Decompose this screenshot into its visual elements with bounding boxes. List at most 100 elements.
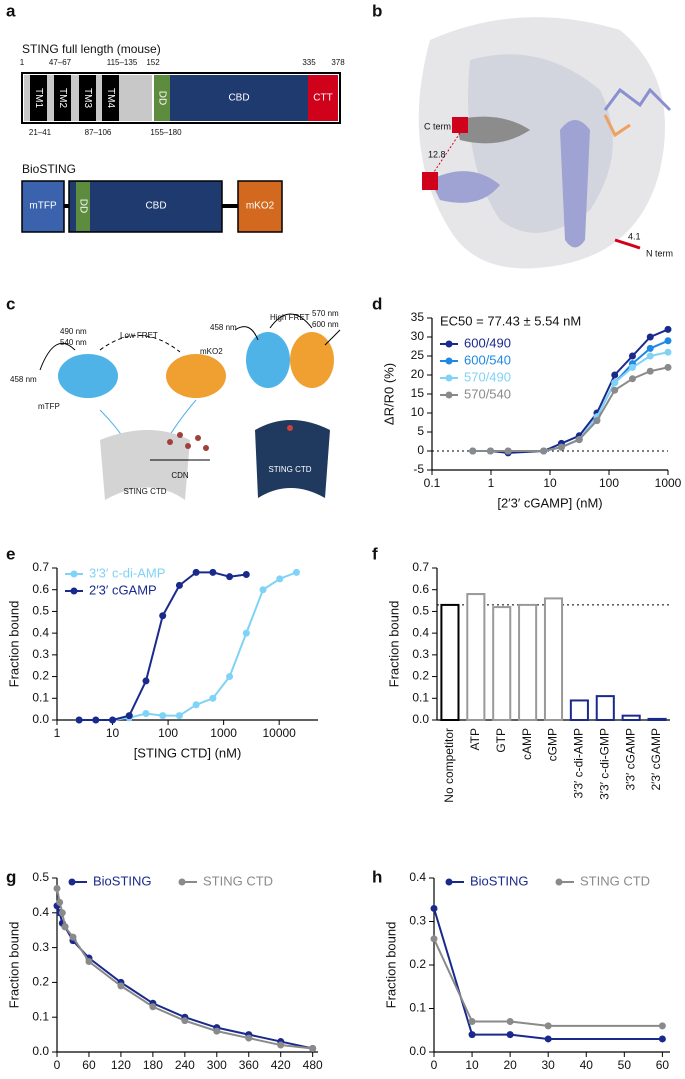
ctd-shape: [255, 420, 330, 498]
y-tick-label: 0.4: [32, 905, 49, 919]
x-tick-label: 240: [175, 1058, 195, 1072]
x-tick-label: 60: [82, 1058, 96, 1072]
data-point: [504, 447, 512, 455]
cbd-box: [170, 75, 308, 121]
data-point: [575, 436, 583, 444]
arrow: [39, 342, 76, 371]
y-tick-label: 0: [417, 443, 424, 457]
x-tick-label: 180: [143, 1058, 163, 1072]
x-tick-label: 3′3′ cGAMP: [623, 728, 637, 791]
domain-label: TM4: [105, 88, 116, 108]
bar: [621, 714, 641, 722]
data-point: [276, 575, 284, 583]
y-axis-label: Fraction bound: [6, 922, 21, 1009]
data-point: [468, 1031, 476, 1039]
bar: [595, 695, 615, 721]
domain-diagram: STING full length (mouse) TM1 TM2 TM3 TM…: [20, 42, 345, 233]
y-tick-label: 0.1: [32, 690, 49, 704]
data-point: [468, 1018, 476, 1026]
data-point: [658, 1022, 666, 1030]
residue-number: 378: [331, 58, 345, 67]
data-point: [226, 673, 234, 681]
schematic-label: mTFP: [38, 402, 60, 411]
data-point: [75, 716, 83, 724]
bar: [440, 603, 460, 722]
mtfp-box: [21, 180, 65, 233]
data-point: [56, 898, 64, 906]
schematic-label: 458 nm: [10, 375, 37, 384]
x-tick-label: 120: [111, 1058, 131, 1072]
panel-label: e: [6, 544, 15, 563]
residue-number: 115–135: [107, 58, 138, 67]
n-term-marker: [614, 238, 641, 250]
y-tick-label: 0.0: [412, 712, 429, 726]
y-tick-label: 0.0: [409, 1044, 426, 1058]
y-tick-label: 0.3: [412, 647, 429, 661]
data-point: [628, 375, 636, 383]
x-tick-label: cGMP: [546, 728, 560, 761]
x-tick-label: 20: [503, 1058, 517, 1072]
domain-label: TM2: [57, 88, 68, 108]
dd-box: [154, 75, 170, 121]
data-point: [159, 612, 167, 620]
cdn-dot: [177, 432, 183, 438]
y-tick-label: 0.7: [412, 560, 429, 574]
y-tick-label: 5: [417, 424, 424, 438]
cdn-dot: [287, 425, 293, 431]
data-point: [58, 909, 66, 917]
structure-label: C term: [424, 121, 451, 131]
y-tick-label: 15: [411, 386, 425, 400]
data-point: [69, 933, 77, 941]
y-tick-label: 0.5: [32, 604, 49, 618]
data-point: [506, 1031, 514, 1039]
y-tick-label: 0.4: [412, 625, 429, 639]
data-point: [469, 447, 477, 455]
data-point: [646, 367, 654, 375]
legend-marker: [178, 878, 186, 886]
c-term-marker: [452, 117, 468, 133]
domain-label: DD: [156, 91, 167, 105]
data-point: [142, 677, 150, 685]
mtfp-barrel: [246, 332, 290, 388]
bar: [492, 606, 512, 721]
residue-number: 87–106: [85, 128, 112, 137]
ctt-box: [308, 75, 338, 121]
y-tick-label: 0.5: [412, 604, 429, 618]
ctd-shape: [100, 430, 190, 500]
schematic-label: STING CTD: [123, 487, 166, 496]
x-tick-label: 40: [580, 1058, 594, 1072]
data-point: [646, 333, 654, 341]
x-tick-label: 60: [656, 1058, 670, 1072]
data-point: [159, 712, 167, 720]
data-point: [175, 581, 183, 589]
x-tick-label: 10: [106, 726, 120, 740]
residue-number: 152: [146, 58, 160, 67]
legend-label: BioSTING: [93, 873, 152, 888]
bar: [466, 593, 486, 721]
c-term-marker: [422, 172, 438, 190]
x-tick-label: 100: [158, 726, 178, 740]
data-point: [506, 1018, 514, 1026]
data-point: [658, 1035, 666, 1043]
data-point: [277, 1041, 285, 1049]
legend-marker: [445, 391, 453, 399]
y-tick-label: -5: [413, 462, 424, 476]
y-tick-label: 30: [411, 329, 425, 343]
data-point: [540, 447, 548, 455]
y-tick-label: 10: [411, 405, 425, 419]
domain-label: mKO2: [246, 201, 275, 212]
y-tick-label: 0.1: [409, 1001, 426, 1015]
data-point: [181, 1017, 189, 1025]
series-line: [56, 905, 313, 1050]
panel-label: h: [372, 867, 382, 886]
schematic-label: High FRET: [270, 313, 310, 322]
schematic-label: 600 nm: [312, 320, 339, 329]
x-axis-label: [STING CTD] (nM): [134, 745, 242, 760]
legend-label: 3′3′ c-di-AMP: [89, 565, 165, 580]
structure: C term 12.8 4.1 N term: [418, 17, 673, 269]
diagram-title: BioSTING: [22, 162, 76, 176]
cdn-dot: [167, 439, 173, 445]
x-tick-label: cAMP: [520, 728, 534, 760]
legend-label: 600/490: [464, 335, 511, 350]
x-tick-label: 50: [618, 1058, 632, 1072]
